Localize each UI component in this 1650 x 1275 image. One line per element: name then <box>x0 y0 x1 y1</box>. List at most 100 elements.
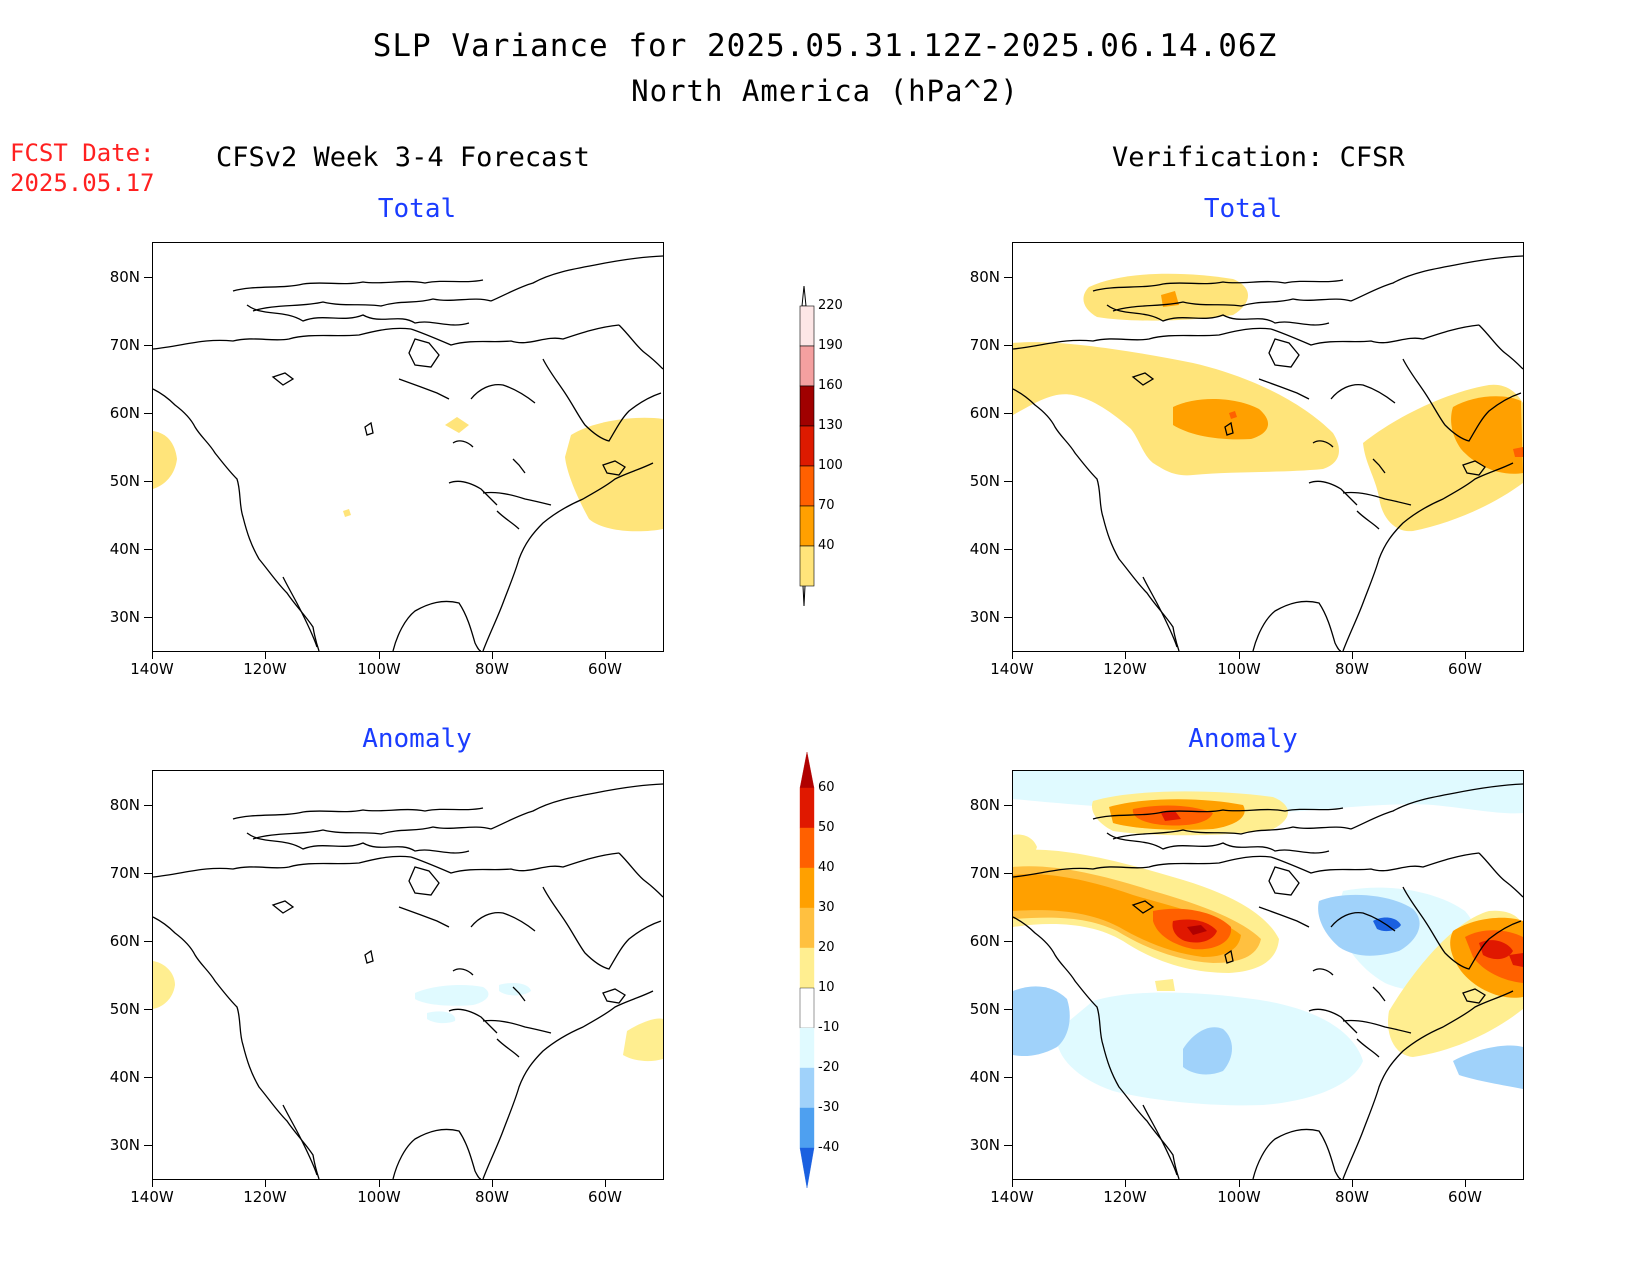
lat-tick <box>1004 873 1012 874</box>
lat-label-verif-total: 30N <box>969 608 1000 626</box>
total-colorbar-box <box>799 385 815 427</box>
total-colorbar-graphic <box>799 285 815 607</box>
map-fcst-total <box>153 255 663 651</box>
map-panel-verif-anomaly <box>1012 770 1524 1180</box>
lon-tick <box>1012 651 1013 659</box>
lat-tick <box>144 481 152 482</box>
lat-tick <box>144 805 152 806</box>
lon-label-fcst-total: 60W <box>588 660 622 678</box>
fcst-date-line1: FCST Date: <box>10 139 155 167</box>
lon-tick <box>379 651 380 659</box>
total-colorbar-box <box>799 425 815 467</box>
lon-label-fcst-anomaly: 140W <box>130 1188 174 1206</box>
total-colorbar-label: 130 <box>818 418 843 433</box>
anomaly-colorbar-label: 50 <box>818 820 835 835</box>
anomaly-colorbar-label: -40 <box>818 1140 840 1155</box>
map-verif-total <box>1013 255 1523 651</box>
anomaly-colorbar-label: 10 <box>818 980 835 995</box>
fcst-date-line2: 2025.05.17 <box>10 169 155 197</box>
lat-label-fcst-anomaly: 80N <box>109 796 140 814</box>
lon-label-fcst-total: 100W <box>357 660 401 678</box>
lat-label-verif-total: 70N <box>969 336 1000 354</box>
shading-fcst-anomaly <box>153 961 663 1062</box>
lat-tick <box>144 345 152 346</box>
lat-label-fcst-anomaly: 30N <box>109 1136 140 1154</box>
anomaly-colorbar-box <box>799 787 815 829</box>
total-colorbar-label: 220 <box>818 298 843 313</box>
lat-tick <box>144 1145 152 1146</box>
lat-tick <box>144 1077 152 1078</box>
lat-tick <box>144 549 152 550</box>
lat-label-fcst-total: 70N <box>109 336 140 354</box>
total-colorbar-box <box>799 305 815 347</box>
panel-title-verif-anomaly: Anomaly <box>1188 724 1298 754</box>
lon-label-verif-anomaly: 60W <box>1448 1188 1482 1206</box>
total-colorbar-box <box>799 505 815 547</box>
lat-tick <box>144 873 152 874</box>
total-colorbar-box <box>799 545 815 587</box>
lon-tick <box>1239 1179 1240 1187</box>
coastlines-fcst-anomaly <box>153 783 663 1179</box>
lat-label-fcst-total: 50N <box>109 472 140 490</box>
lat-label-verif-total: 80N <box>969 268 1000 286</box>
lon-tick <box>152 1179 153 1187</box>
coastlines-fcst-total <box>153 255 663 651</box>
shading-fcst-total <box>153 417 663 532</box>
lat-tick <box>1004 805 1012 806</box>
lon-tick <box>1465 1179 1466 1187</box>
lon-label-fcst-total: 80W <box>475 660 509 678</box>
map-verif-anomaly <box>1013 771 1523 1179</box>
lat-label-verif-anomaly: 70N <box>969 864 1000 882</box>
panel-title-verif-total: Total <box>1203 194 1283 224</box>
lat-tick <box>1004 549 1012 550</box>
lon-label-verif-anomaly: 100W <box>1217 1188 1261 1206</box>
lat-tick <box>144 413 152 414</box>
lon-label-verif-total: 140W <box>990 660 1034 678</box>
lat-tick <box>1004 1077 1012 1078</box>
anomaly-colorbar-box <box>799 947 815 989</box>
lon-label-fcst-anomaly: 60W <box>588 1188 622 1206</box>
lat-label-fcst-anomaly: 70N <box>109 864 140 882</box>
lat-label-fcst-anomaly: 60N <box>109 932 140 950</box>
shading-verif-total <box>1013 273 1523 532</box>
lon-tick <box>1012 1179 1013 1187</box>
lon-label-verif-total: 80W <box>1335 660 1369 678</box>
anomaly-colorbar-box <box>799 1107 815 1149</box>
map-fcst-anomaly <box>153 783 663 1179</box>
lat-tick <box>1004 617 1012 618</box>
lat-tick <box>1004 1009 1012 1010</box>
anomaly-colorbar-label: -20 <box>818 1060 840 1075</box>
coastlines-verif-total <box>1013 255 1523 651</box>
lat-label-verif-anomaly: 60N <box>969 932 1000 950</box>
total-colorbar-box <box>799 465 815 507</box>
anomaly-colorbar-label: -10 <box>818 1020 840 1035</box>
lat-label-fcst-total: 40N <box>109 540 140 558</box>
total-colorbar-label: 40 <box>818 538 835 553</box>
anomaly-colorbar-box <box>799 1027 815 1069</box>
anomaly-colorbar-box <box>799 867 815 909</box>
lat-label-verif-total: 40N <box>969 540 1000 558</box>
lon-label-fcst-anomaly: 80W <box>475 1188 509 1206</box>
lon-label-verif-anomaly: 80W <box>1335 1188 1369 1206</box>
anomaly-colorbar: 60 50 40 30 20 10 -10 -20 -30 -40 <box>790 752 890 1198</box>
lon-tick <box>1125 1179 1126 1187</box>
lon-label-verif-total: 120W <box>1103 660 1147 678</box>
total-colorbar: 220 190 160 130 100 70 40 <box>790 284 890 614</box>
anomaly-colorbar-label: -30 <box>818 1100 840 1115</box>
lon-tick <box>152 651 153 659</box>
lat-tick <box>1004 481 1012 482</box>
lon-label-fcst-total: 140W <box>130 660 174 678</box>
lon-tick <box>605 651 606 659</box>
map-panel-verif-total <box>1012 242 1524 652</box>
panel-title-fcst-anomaly: Anomaly <box>362 724 472 754</box>
lat-label-verif-anomaly: 80N <box>969 796 1000 814</box>
total-colorbar-label: 70 <box>818 498 835 513</box>
anomaly-colorbar-label: 40 <box>818 860 835 875</box>
lat-tick <box>1004 277 1012 278</box>
forecast-heading: CFSv2 Week 3-4 Forecast <box>216 142 590 173</box>
lat-label-fcst-total: 30N <box>109 608 140 626</box>
verification-heading: Verification: CFSR <box>1112 142 1405 173</box>
lon-label-fcst-anomaly: 100W <box>357 1188 401 1206</box>
main-title: SLP Variance for 2025.05.31.12Z-2025.06.… <box>372 28 1278 64</box>
lat-label-verif-anomaly: 40N <box>969 1068 1000 1086</box>
